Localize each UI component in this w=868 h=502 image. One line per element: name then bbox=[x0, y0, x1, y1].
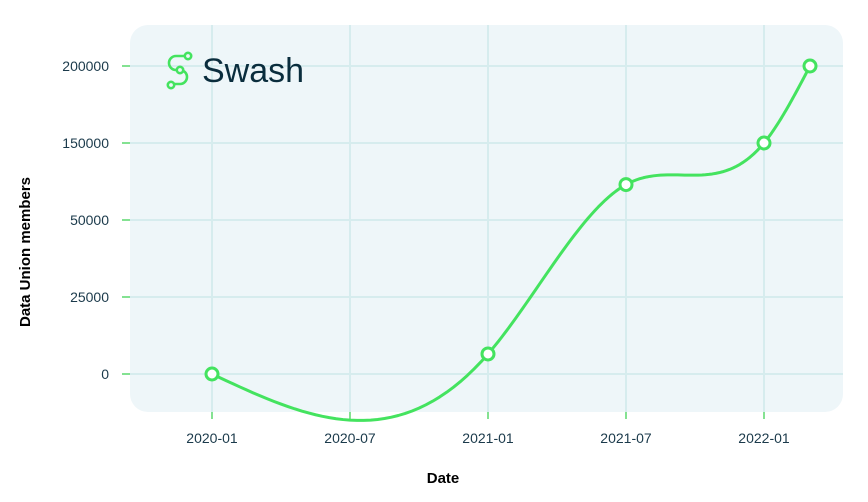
y-tick-label: 0 bbox=[101, 366, 109, 382]
plot-background bbox=[130, 25, 843, 412]
x-tick-label: 2021-01 bbox=[462, 430, 514, 446]
axis-ticks: 2020-01 2020-07 2021-01 2021-07 2022-01 0 2500… bbox=[62, 58, 790, 446]
y-tick-label: 150000 bbox=[62, 135, 109, 151]
data-point bbox=[802, 58, 818, 74]
x-axis-title: Date bbox=[427, 470, 460, 487]
y-tick-label: 200000 bbox=[62, 58, 109, 74]
data-point bbox=[618, 177, 634, 193]
x-tick-label: 2021-07 bbox=[600, 430, 652, 446]
y-axis-title: Data Union members bbox=[17, 177, 34, 327]
data-point bbox=[204, 366, 220, 382]
swash-s-logo-icon bbox=[166, 51, 193, 90]
y-tick-label: 50000 bbox=[70, 212, 109, 228]
series-points bbox=[204, 58, 818, 382]
x-tick-label: 2020-07 bbox=[324, 430, 376, 446]
data-point bbox=[756, 135, 772, 151]
swash-logo: Swash bbox=[166, 51, 304, 90]
x-tick-label: 2020-01 bbox=[186, 430, 238, 446]
y-tick-label: 25000 bbox=[70, 289, 109, 305]
data-point bbox=[480, 346, 496, 362]
x-tick-label: 2022-01 bbox=[738, 430, 790, 446]
logo-text: Swash bbox=[202, 52, 304, 90]
